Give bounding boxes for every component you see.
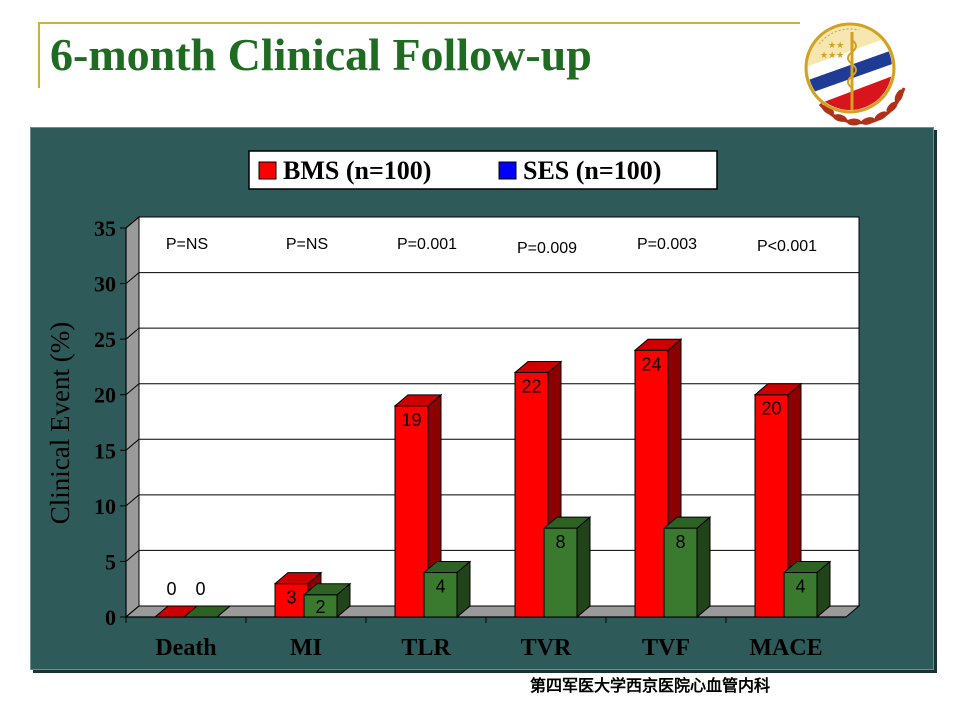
gridline <box>125 383 859 396</box>
university-emblem-icon: ★★★ ★★ FMMU <box>798 18 910 128</box>
chart-panel: 0 0 3 2 19 4 22 8 24 8 20 4 0 5 10 15 20 25 30 35 Death MI TL… <box>30 127 934 670</box>
bar-data-label: 4 <box>795 577 805 597</box>
title-accent-line <box>38 22 40 88</box>
y-tick-label: 25 <box>94 327 116 352</box>
gridline <box>125 605 859 618</box>
bar-data-label: 2 <box>315 597 325 617</box>
bar-front <box>783 572 818 618</box>
bar-side <box>576 516 591 619</box>
bar-front <box>394 405 429 618</box>
bar-front <box>514 371 549 618</box>
data-labels: 0 0 3 2 19 4 22 8 24 8 20 4 <box>166 354 805 617</box>
bar-top <box>273 572 323 585</box>
bar-data-label: 3 <box>286 588 296 608</box>
bar-data-label: 4 <box>435 577 445 597</box>
gridline <box>125 494 859 507</box>
y-tick-label: 35 <box>94 216 116 241</box>
svg-text:★★★: ★★★ <box>820 51 844 61</box>
bar-front <box>634 349 669 618</box>
bar-data-label: 19 <box>401 410 421 430</box>
y-tick-label: 0 <box>105 605 116 630</box>
bar-data-label: 0 <box>195 579 205 599</box>
gridline <box>125 327 859 340</box>
y-tick-label: 30 <box>94 272 116 297</box>
p-value-label: P=NS <box>166 236 208 253</box>
p-value-label: P=NS <box>286 236 328 253</box>
bar-data-label: 22 <box>521 376 541 396</box>
p-values: P=NS P=NS P=0.001 P=0.009 P=0.003 P<0.001 <box>166 236 817 257</box>
bar-top <box>782 561 832 574</box>
gridline <box>125 438 859 451</box>
laurel-wreath-icon <box>818 87 906 126</box>
plot-back-wall <box>138 216 860 607</box>
plot-side-wall <box>125 215 140 619</box>
bar-front <box>754 394 789 618</box>
bar-top <box>662 516 712 529</box>
bar-top <box>633 338 683 351</box>
gridline <box>125 216 859 229</box>
plot-floor <box>124 605 861 618</box>
p-value-label: P=0.009 <box>517 240 577 257</box>
p-value-label: P<0.001 <box>757 238 817 255</box>
bars <box>153 338 832 619</box>
slide-title: 6-month Clinical Follow-up <box>50 29 592 80</box>
bar-top <box>753 383 803 396</box>
y-tick-label: 5 <box>105 549 116 574</box>
x-tick-label: TVF <box>642 635 690 661</box>
plot-area <box>124 215 861 619</box>
title-accent-bar <box>40 22 800 24</box>
bar-data-label: 8 <box>675 532 685 552</box>
legend-swatch <box>258 161 277 180</box>
bar-top <box>422 561 472 574</box>
p-value-label: P=0.003 <box>637 236 697 253</box>
bar-front <box>543 527 578 618</box>
bar-top <box>302 583 352 596</box>
bar-top <box>513 360 563 373</box>
x-tick-label: Death <box>155 635 216 661</box>
bar-data-label: 0 <box>166 579 176 599</box>
x-tick-label: MI <box>290 635 322 661</box>
y-tick-label: 10 <box>94 494 116 519</box>
x-tick-label: TVR <box>521 635 572 661</box>
p-value-label: P=0.001 <box>397 236 457 253</box>
legend: BMS (n=100) SES (n=100) <box>248 150 718 190</box>
bar-top <box>182 605 232 618</box>
gridlines <box>125 216 859 618</box>
footer-department-text: 第四军医大学西京医院心血管内科 <box>530 676 771 695</box>
x-tick-label: TLR <box>401 635 451 661</box>
x-tick-label: MACE <box>749 635 822 661</box>
legend-label: SES (n=100) <box>523 156 661 185</box>
bar-side <box>696 516 711 619</box>
legend-label: BMS (n=100) <box>283 156 431 185</box>
gridline <box>125 549 859 562</box>
y-axis-label: Clinical Event (%) <box>45 322 75 524</box>
bar-data-label: 20 <box>761 399 781 419</box>
y-tick-label: 15 <box>94 438 116 463</box>
logo-svg: ★★★ ★★ FMMU <box>804 22 906 126</box>
legend-box <box>248 150 718 190</box>
bar-front <box>274 583 309 618</box>
bar-top <box>393 394 443 407</box>
y-tick-label: 20 <box>94 383 116 408</box>
gridline <box>125 272 859 284</box>
bar-data-label: 24 <box>641 354 661 374</box>
legend-swatch <box>498 161 517 180</box>
bar-data-label: 8 <box>555 532 565 552</box>
bar-top <box>542 516 592 529</box>
svg-text:★★: ★★ <box>828 41 844 51</box>
